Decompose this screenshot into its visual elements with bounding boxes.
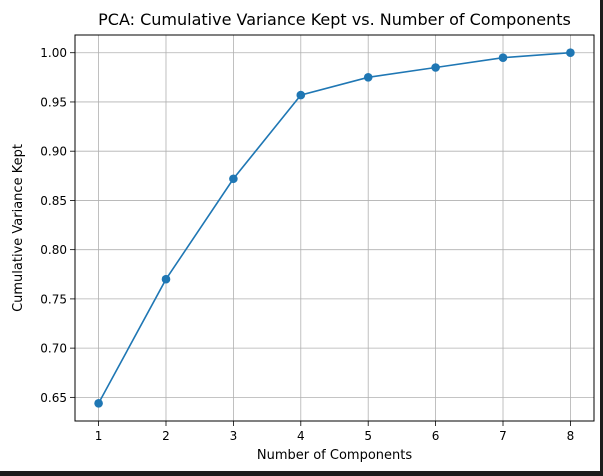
window-edge-right — [600, 0, 603, 476]
data-point — [161, 274, 171, 284]
data-point — [94, 398, 103, 408]
window-edge-bottom — [0, 471, 603, 476]
y-tick-label: 0.80 — [40, 243, 67, 257]
x-tick-label: 3 — [230, 429, 238, 443]
series-line — [97, 51, 571, 404]
y-tick-label: 0.75 — [40, 292, 67, 306]
data-point — [363, 73, 373, 82]
y-axis-label: Cumulative Variance Kept — [11, 144, 26, 312]
data-point — [566, 48, 575, 58]
data-point — [498, 53, 508, 62]
x-axis-label: Number of Components — [257, 448, 412, 463]
x-tick-label: 2 — [162, 429, 170, 443]
y-tick-label: 0.65 — [40, 391, 67, 405]
y-tick-label: 1.00 — [40, 46, 67, 60]
x-tick-label: 7 — [499, 429, 507, 443]
grid-lines — [75, 35, 594, 421]
plot-area — [75, 35, 594, 421]
plot-frame — [74, 34, 595, 422]
series-layer — [94, 48, 575, 408]
chart-title: PCA: Cumulative Variance Kept vs. Number… — [98, 10, 571, 29]
y-tick-label: 0.95 — [40, 95, 67, 109]
x-tick-label: 5 — [364, 429, 372, 443]
y-tick-label: 0.70 — [40, 342, 67, 356]
x-tick-label: 8 — [567, 429, 575, 443]
data-point — [431, 63, 440, 72]
data-point — [229, 174, 238, 184]
data-point — [296, 90, 306, 100]
x-tick-label: 6 — [432, 429, 440, 443]
x-tick-label: 4 — [297, 429, 305, 443]
y-tick-label: 0.90 — [40, 145, 67, 159]
axis-ticks: 1 2 3 4 5 6 7 8 0.65 0.70 0.75 0.80 0.85 0.90 0.95 1.00 — [40, 46, 574, 443]
x-tick-label: 1 — [95, 429, 103, 443]
y-tick-label: 0.85 — [40, 194, 67, 208]
